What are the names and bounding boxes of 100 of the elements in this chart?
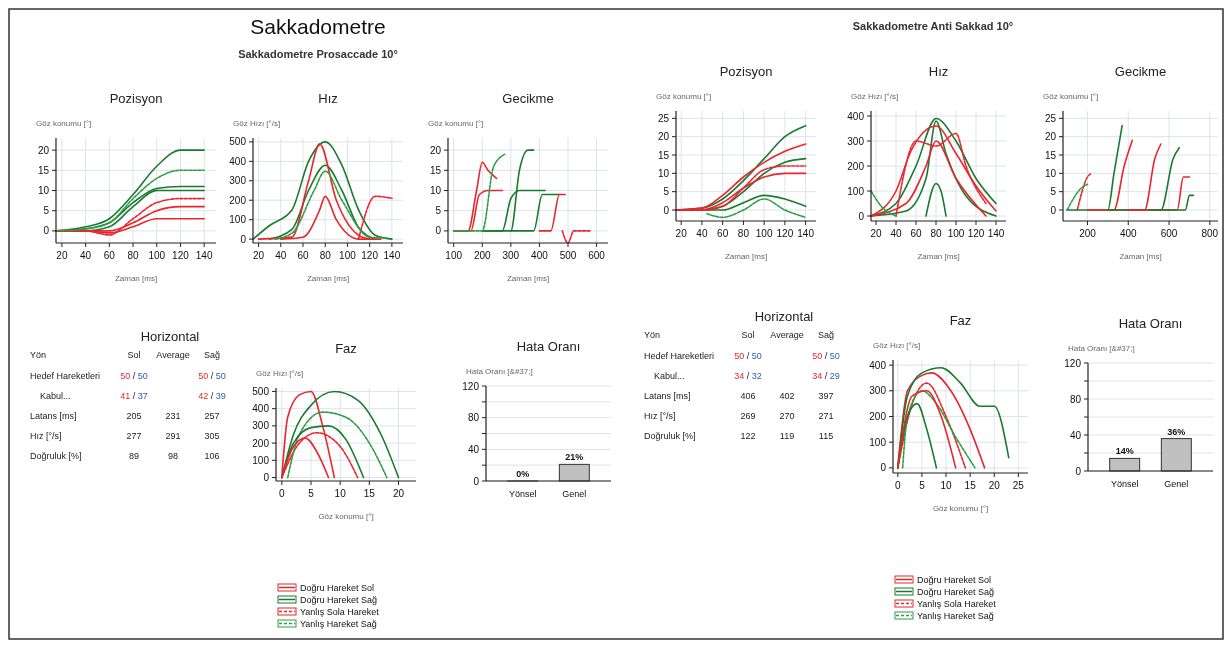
y-tick-label: 100 bbox=[869, 436, 887, 448]
y-axis-title: Göz konumu [°] bbox=[428, 119, 484, 128]
y-tick-label: 40 bbox=[1069, 429, 1082, 441]
y-tick-label: 200 bbox=[252, 437, 270, 449]
chart-title: Gecikme bbox=[502, 91, 554, 106]
x-tick-label: 600 bbox=[1160, 228, 1178, 239]
text: 41 / 37 bbox=[120, 391, 148, 401]
text: 270 bbox=[779, 411, 795, 421]
y-axis-title: Göz Hızı [°/s] bbox=[233, 119, 281, 128]
y-tick-label: 300 bbox=[847, 135, 865, 147]
category-label: Average bbox=[770, 330, 804, 340]
x-axis-title: Zaman [ms] bbox=[306, 274, 350, 283]
y-tick-label: 15 bbox=[657, 149, 670, 161]
data-label: 14% bbox=[1115, 446, 1134, 457]
x-tick-label: 20 bbox=[392, 488, 405, 499]
y-tick-label: 15 bbox=[1044, 149, 1057, 161]
x-tick-label: 60 bbox=[103, 250, 116, 261]
x-tick-label: 80 bbox=[930, 228, 942, 239]
category-label: Sol bbox=[127, 350, 141, 360]
y-tick-label: 120 bbox=[1064, 357, 1082, 369]
chart-title: Faz bbox=[949, 313, 972, 328]
y-tick-label: 500 bbox=[252, 385, 270, 397]
chart-title: Hız bbox=[318, 91, 338, 106]
legend-label: Doğru Hareket Sağ bbox=[917, 587, 995, 598]
data-label: 36% bbox=[1167, 426, 1186, 437]
text: 269 bbox=[740, 411, 756, 421]
x-tick-label: 20 bbox=[56, 250, 68, 261]
y-axis-title: Hata Oranı [&#37;] bbox=[1068, 344, 1135, 353]
category-label: Sağ bbox=[817, 330, 835, 340]
x-tick-label: 100 bbox=[148, 250, 166, 261]
chart-title: Gecikme bbox=[1114, 64, 1167, 79]
y-tick-label: 400 bbox=[252, 403, 270, 415]
y-tick-label: 15 bbox=[37, 164, 50, 176]
y-tick-label: 200 bbox=[229, 194, 247, 206]
category-label: Kabul... bbox=[40, 391, 71, 401]
y-tick-label: 0 bbox=[880, 462, 887, 474]
x-tick-label: 400 bbox=[1119, 228, 1138, 239]
legend-label: Doğru Hareket Sol bbox=[917, 575, 992, 586]
y-tick-label: 0 bbox=[858, 210, 865, 222]
y-tick-label: 300 bbox=[252, 420, 270, 432]
y-tick-label: 5 bbox=[663, 186, 670, 198]
x-tick-label: 500 bbox=[559, 250, 577, 261]
y-tick-label: 5 bbox=[1050, 186, 1057, 198]
y-axis-title: Göz konumu [°] bbox=[36, 119, 92, 128]
y-tick-label: 10 bbox=[1044, 167, 1057, 179]
y-tick-label: 10 bbox=[37, 185, 50, 196]
text: 291 bbox=[165, 431, 181, 441]
x-tick-label: 300 bbox=[502, 250, 520, 261]
text: 231 bbox=[165, 411, 181, 421]
x-axis-title: Zaman [ms] bbox=[917, 252, 960, 261]
y-tick-label: 80 bbox=[467, 412, 480, 424]
y-tick-label: 0 bbox=[663, 204, 670, 216]
y-tick-label: 40 bbox=[467, 443, 480, 455]
y-axis-title: Hata Oranı [&#37;] bbox=[466, 367, 533, 376]
x-tick-label: 80 bbox=[127, 250, 140, 261]
category-label: Latans [ms] bbox=[644, 391, 691, 401]
legend-label: Yanlış Sola Hareket bbox=[300, 607, 380, 618]
x-tick-label: 200 bbox=[1079, 228, 1097, 239]
text: Yön bbox=[644, 330, 661, 340]
x-tick-label: 140 bbox=[383, 250, 401, 261]
legend-label: Yanlış Sola Hareket bbox=[917, 599, 997, 610]
y-tick-label: 400 bbox=[847, 110, 865, 122]
y-tick-label: 0 bbox=[1075, 465, 1082, 477]
y-tick-label: 120 bbox=[462, 380, 480, 392]
x-tick-label: 80 bbox=[737, 228, 750, 239]
y-tick-label: 20 bbox=[1044, 131, 1057, 143]
y-tick-label: 500 bbox=[229, 136, 247, 148]
text: 42 / 39 bbox=[198, 391, 226, 401]
text: Yön bbox=[30, 350, 47, 360]
y-tick-label: 20 bbox=[657, 131, 670, 143]
x-tick-label: Genel bbox=[1164, 479, 1189, 489]
text: 50 / 50 bbox=[734, 351, 762, 361]
x-tick-label: 100 bbox=[445, 250, 463, 261]
y-axis-title: Göz konumu [°] bbox=[656, 92, 712, 101]
text: 397 bbox=[818, 391, 834, 401]
y-tick-label: 25 bbox=[657, 112, 670, 124]
text: Sakkadometre Anti Sakkad 10° bbox=[852, 20, 1014, 32]
x-tick-label: 120 bbox=[776, 228, 794, 239]
chart-title: Pozisyon bbox=[719, 64, 773, 79]
y-tick-label: 15 bbox=[429, 164, 442, 176]
category-label: Hedef Hareketleri bbox=[644, 351, 715, 361]
text: 205 bbox=[126, 411, 142, 421]
text: Sakkadometre Prosaccade 10° bbox=[238, 48, 398, 60]
y-tick-label: 0 bbox=[1050, 204, 1057, 216]
x-tick-label: 800 bbox=[1201, 228, 1219, 239]
x-tick-label: Genel bbox=[562, 489, 587, 499]
x-tick-label: 40 bbox=[696, 228, 708, 239]
x-tick-label: 120 bbox=[172, 250, 190, 261]
x-tick-label: 5 bbox=[919, 480, 926, 491]
x-tick-label: 60 bbox=[910, 228, 922, 239]
text: Horizontal bbox=[140, 329, 200, 344]
x-axis-title: Zaman [ms] bbox=[724, 252, 768, 261]
y-tick-label: 80 bbox=[1069, 393, 1082, 405]
x-axis-title: Zaman [ms] bbox=[506, 274, 550, 283]
x-tick-label: 120 bbox=[361, 250, 379, 261]
text: 50 / 50 bbox=[812, 351, 840, 361]
x-tick-label: 120 bbox=[967, 228, 985, 239]
text: 271 bbox=[818, 411, 834, 421]
text: 119 bbox=[779, 431, 795, 441]
x-tick-label: 0 bbox=[279, 488, 286, 499]
